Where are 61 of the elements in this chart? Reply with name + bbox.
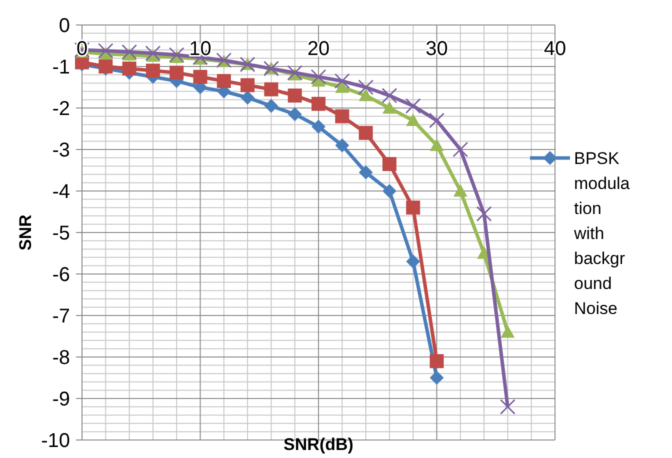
point (334, 73, 350, 89)
point (358, 88, 373, 102)
point (312, 120, 326, 134)
point (335, 138, 350, 152)
point (335, 109, 350, 124)
y-tick-label: -1 (52, 56, 70, 78)
point (146, 64, 160, 78)
y-tick-label: 0 (58, 15, 70, 37)
point (406, 200, 420, 215)
point (430, 370, 444, 385)
y-tick-label: -10 (41, 430, 70, 452)
point (240, 90, 255, 105)
point (122, 44, 138, 60)
point (382, 101, 396, 114)
point (358, 80, 374, 95)
y-tick-label: -4 (52, 181, 70, 203)
point (476, 206, 492, 222)
point (500, 325, 515, 338)
point (288, 107, 302, 122)
point (358, 165, 373, 180)
point (406, 254, 420, 269)
point (287, 64, 303, 80)
point (453, 184, 468, 197)
point (122, 62, 136, 76)
point (310, 69, 326, 85)
x-tick-label: 30 (426, 38, 448, 60)
point (358, 126, 373, 140)
point (312, 96, 326, 111)
point (382, 157, 396, 172)
legend-label: BPSK modulation with background Noise (573, 149, 630, 318)
x-tick-label: 40 (544, 38, 566, 60)
y-tick-label: -6 (52, 264, 70, 286)
point (288, 88, 302, 103)
x-axis-title: SNR(dB) (284, 435, 354, 454)
point (216, 74, 231, 88)
y-tick-label: -2 (52, 98, 70, 120)
point (430, 138, 444, 151)
point (500, 399, 516, 415)
point (168, 47, 184, 63)
point (452, 142, 468, 158)
point (406, 113, 420, 126)
y-tick-label: -7 (52, 306, 70, 328)
x-tick-label: 20 (307, 38, 330, 60)
point (145, 45, 161, 61)
point (264, 82, 278, 96)
point (98, 60, 113, 74)
point (170, 66, 184, 80)
y-tick-label: -8 (52, 347, 70, 369)
point (98, 42, 114, 58)
point (193, 70, 208, 84)
y-tick-label: -3 (52, 140, 70, 162)
point (382, 88, 398, 104)
point (405, 98, 421, 114)
point (430, 354, 444, 368)
point (264, 98, 278, 113)
point (382, 184, 396, 198)
y-axis-title: SNR (16, 214, 35, 250)
y-tick-label: -5 (52, 222, 70, 244)
point (429, 112, 444, 128)
point (240, 78, 255, 92)
y-tick-label: -9 (52, 388, 70, 410)
